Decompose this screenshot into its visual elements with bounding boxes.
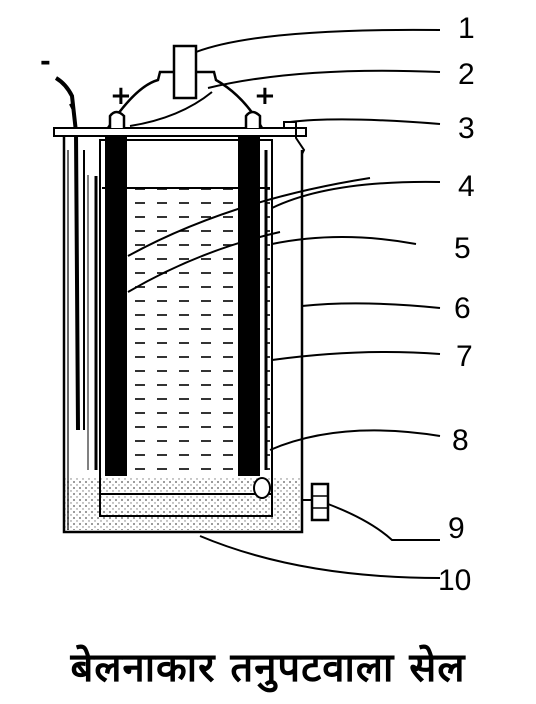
drain-outlet <box>310 482 330 522</box>
right-positive-terminal <box>244 110 262 128</box>
cell-diagram: 1 2 3 4 5 6 7 8 9 10 - + + <box>40 12 475 597</box>
label-8: 8 <box>452 424 469 457</box>
gas-outlet-tube <box>172 44 198 100</box>
label-9: 9 <box>448 512 465 545</box>
label-1: 1 <box>458 12 475 45</box>
top-plate <box>53 127 307 137</box>
negative-terminal <box>54 76 80 431</box>
leader-lines <box>127 28 441 579</box>
left-electrode <box>105 136 127 476</box>
left-positive-terminal <box>108 110 126 128</box>
label-3: 3 <box>458 112 475 145</box>
right-fitting <box>283 121 306 155</box>
positive-sign-left: + <box>110 81 132 111</box>
label-6: 6 <box>454 292 471 325</box>
label-4: 4 <box>458 170 475 203</box>
float-bulb <box>253 477 271 499</box>
negative-sign: - <box>40 47 51 77</box>
label-2: 2 <box>458 58 475 91</box>
outer-vessel <box>62 132 304 534</box>
right-electrode <box>238 136 260 476</box>
label-7: 7 <box>456 340 473 373</box>
diagram-caption: बेलनाकार तनुपटवाला सेल <box>70 645 466 691</box>
label-5: 5 <box>454 232 471 265</box>
positive-sign-right: + <box>254 81 276 111</box>
label-10: 10 <box>438 564 471 597</box>
